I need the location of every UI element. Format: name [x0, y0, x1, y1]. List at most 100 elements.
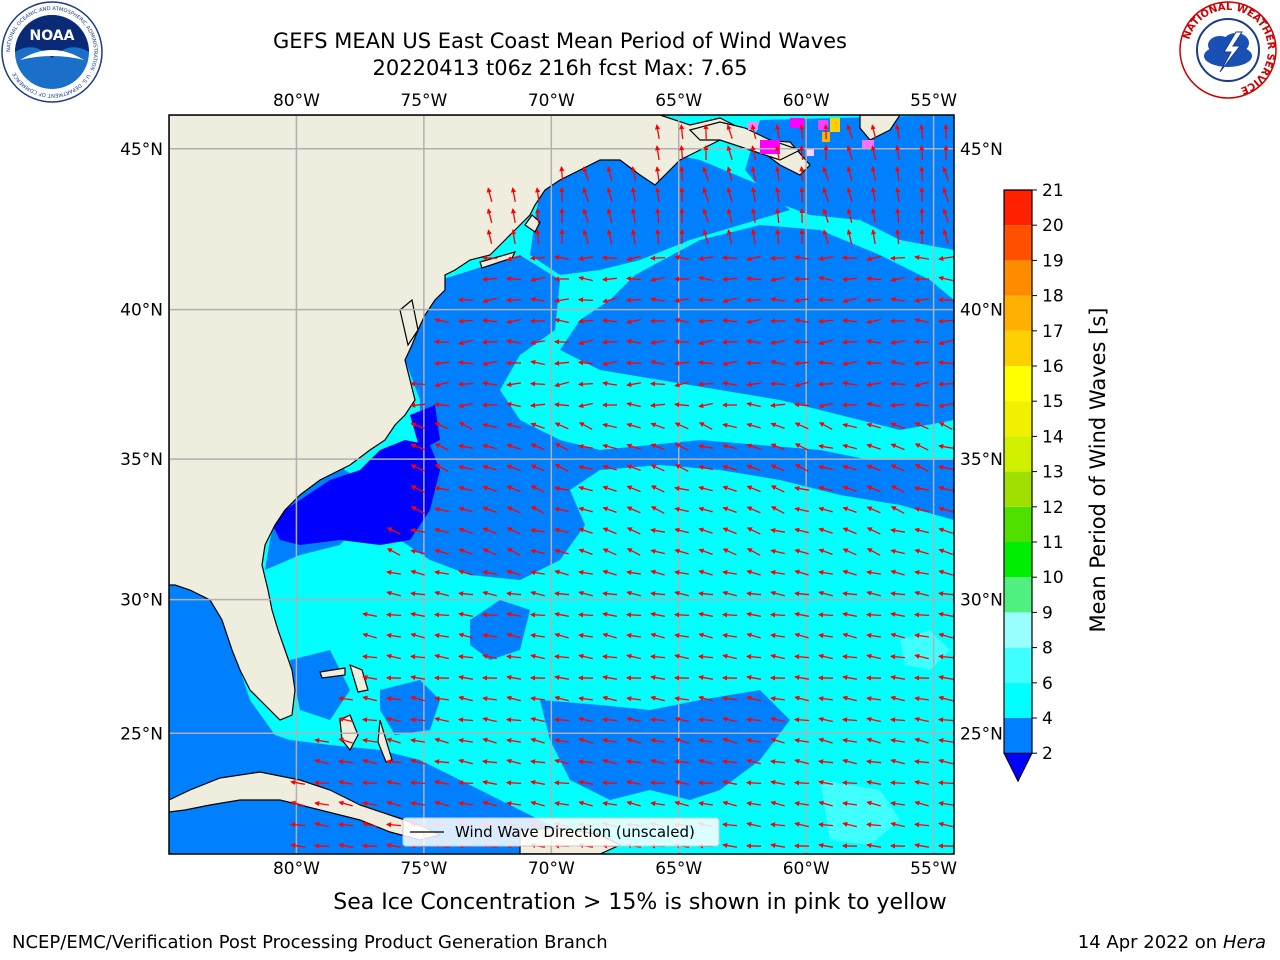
wave-direction-arrow	[698, 422, 713, 430]
wave-direction-arrow	[625, 276, 642, 282]
wave-direction-arrow	[818, 779, 834, 786]
wave-direction-arrow	[578, 506, 593, 513]
wave-direction-arrow	[938, 695, 953, 702]
wave-direction-arrow	[938, 527, 953, 534]
wave-direction-arrow	[914, 464, 929, 472]
wave-direction-arrow	[530, 800, 545, 807]
cape-cod	[524, 214, 541, 233]
wave-direction-arrow	[697, 360, 714, 366]
wave-direction-arrow	[817, 612, 834, 618]
bahamas-grand	[319, 667, 346, 679]
lon-label-top: 55°W	[910, 91, 957, 111]
wave-direction-arrow	[914, 254, 930, 261]
wave-direction-arrow	[602, 506, 617, 514]
wave-direction-arrow	[655, 228, 661, 245]
wave-direction-arrow	[457, 717, 474, 723]
wave-direction-arrow	[726, 166, 733, 181]
wave-direction-arrow	[433, 360, 450, 366]
wave-direction-arrow	[745, 591, 762, 597]
wave-direction-arrow	[721, 255, 738, 261]
wave-direction-arrow	[506, 338, 522, 345]
wave-direction-arrow	[698, 737, 714, 744]
wave-direction-arrow	[530, 590, 545, 597]
wave-direction-arrow	[650, 485, 665, 493]
wave-direction-arrow	[505, 591, 522, 597]
wave-direction-arrow	[770, 276, 785, 283]
wave-direction-arrow	[458, 737, 474, 744]
lat-label-right: 45°N	[960, 140, 1003, 160]
wave-direction-arrow	[890, 548, 905, 555]
wave-direction-arrow	[482, 633, 497, 639]
wave-direction-arrow	[506, 381, 522, 388]
wave-direction-arrow	[746, 611, 762, 618]
wave-direction-arrow	[673, 339, 690, 345]
colorbar-segment	[1004, 295, 1032, 331]
colorbar-tick-label: 8	[1042, 639, 1053, 659]
wave-direction-arrow	[914, 422, 929, 430]
wave-direction-arrow	[914, 569, 930, 576]
wave-direction-arrow	[457, 654, 474, 660]
wave-direction-arrow	[626, 548, 641, 556]
wave-direction-arrow	[697, 297, 714, 303]
wave-direction-arrow	[554, 632, 569, 639]
wave-direction-arrow	[433, 612, 450, 618]
colorbar-segment	[1004, 506, 1032, 542]
wave-direction-arrow	[914, 779, 930, 786]
wave-direction-arrow	[410, 506, 425, 514]
colorbar-tick-label: 9	[1042, 603, 1053, 623]
wave-direction-arrow	[626, 401, 641, 408]
wave-direction-arrow	[578, 633, 593, 639]
wave-direction-arrow	[602, 674, 618, 681]
wave-direction-arrow	[338, 716, 353, 723]
wave-direction-arrow	[769, 255, 786, 261]
newfoundland	[859, 115, 901, 141]
wave-direction-arrow	[913, 402, 930, 408]
wave-direction-arrow	[530, 443, 545, 451]
wave-direction-arrow	[745, 297, 762, 303]
wave-direction-arrow	[554, 422, 569, 430]
wave-direction-arrow	[698, 569, 713, 576]
colorbar-segment	[1004, 330, 1032, 366]
wave-direction-arrow	[482, 422, 497, 429]
wave-direction-arrow	[890, 695, 905, 702]
wave-direction-arrow	[457, 297, 474, 303]
wave-direction-arrow	[890, 737, 906, 744]
wave-direction-arrow	[722, 422, 737, 429]
wave-direction-arrow	[434, 381, 449, 388]
wave-direction-arrow	[582, 187, 589, 202]
wave-direction-arrow	[650, 695, 665, 702]
wave-direction-arrow	[650, 801, 665, 807]
wave-direction-arrow	[793, 654, 810, 660]
wave-direction-arrow	[410, 695, 425, 702]
wave-direction-arrow	[481, 612, 498, 618]
wave-direction-arrow	[889, 591, 906, 597]
wave-direction-arrow	[655, 207, 661, 224]
wave-direction-arrow	[530, 464, 545, 472]
wave-direction-arrow	[866, 527, 881, 535]
wave-direction-arrow	[486, 208, 493, 223]
wave-direction-arrow	[698, 443, 714, 450]
wave-direction-arrow	[582, 229, 589, 244]
wave-direction-arrow	[410, 464, 425, 472]
wave-direction-arrow	[722, 716, 737, 723]
wave-direction-arrow	[799, 165, 805, 182]
colorbar-segment	[1004, 471, 1032, 507]
wave-direction-arrow	[481, 339, 498, 345]
wave-direction-arrow	[841, 654, 858, 660]
colorbar-segment	[1004, 436, 1032, 472]
wave-direction-arrow	[314, 821, 329, 828]
wave-direction-arrow	[841, 339, 858, 345]
wave-direction-arrow	[750, 166, 757, 181]
wave-direction-arrow	[386, 633, 401, 639]
wave-direction-arrow	[817, 822, 834, 828]
wave-direction-arrow	[938, 275, 953, 282]
wave-direction-arrow	[626, 464, 641, 472]
wave-direction-arrow	[482, 548, 497, 556]
wave-direction-arrow	[505, 780, 522, 786]
wave-direction-arrow	[750, 187, 757, 203]
wave-direction-arrow	[702, 187, 709, 202]
legend-label: Wind Wave Direction (unscaled)	[455, 823, 695, 841]
wave-direction-arrow	[553, 717, 570, 723]
wave-direction-arrow	[602, 443, 617, 450]
wave-direction-arrow	[510, 229, 517, 245]
